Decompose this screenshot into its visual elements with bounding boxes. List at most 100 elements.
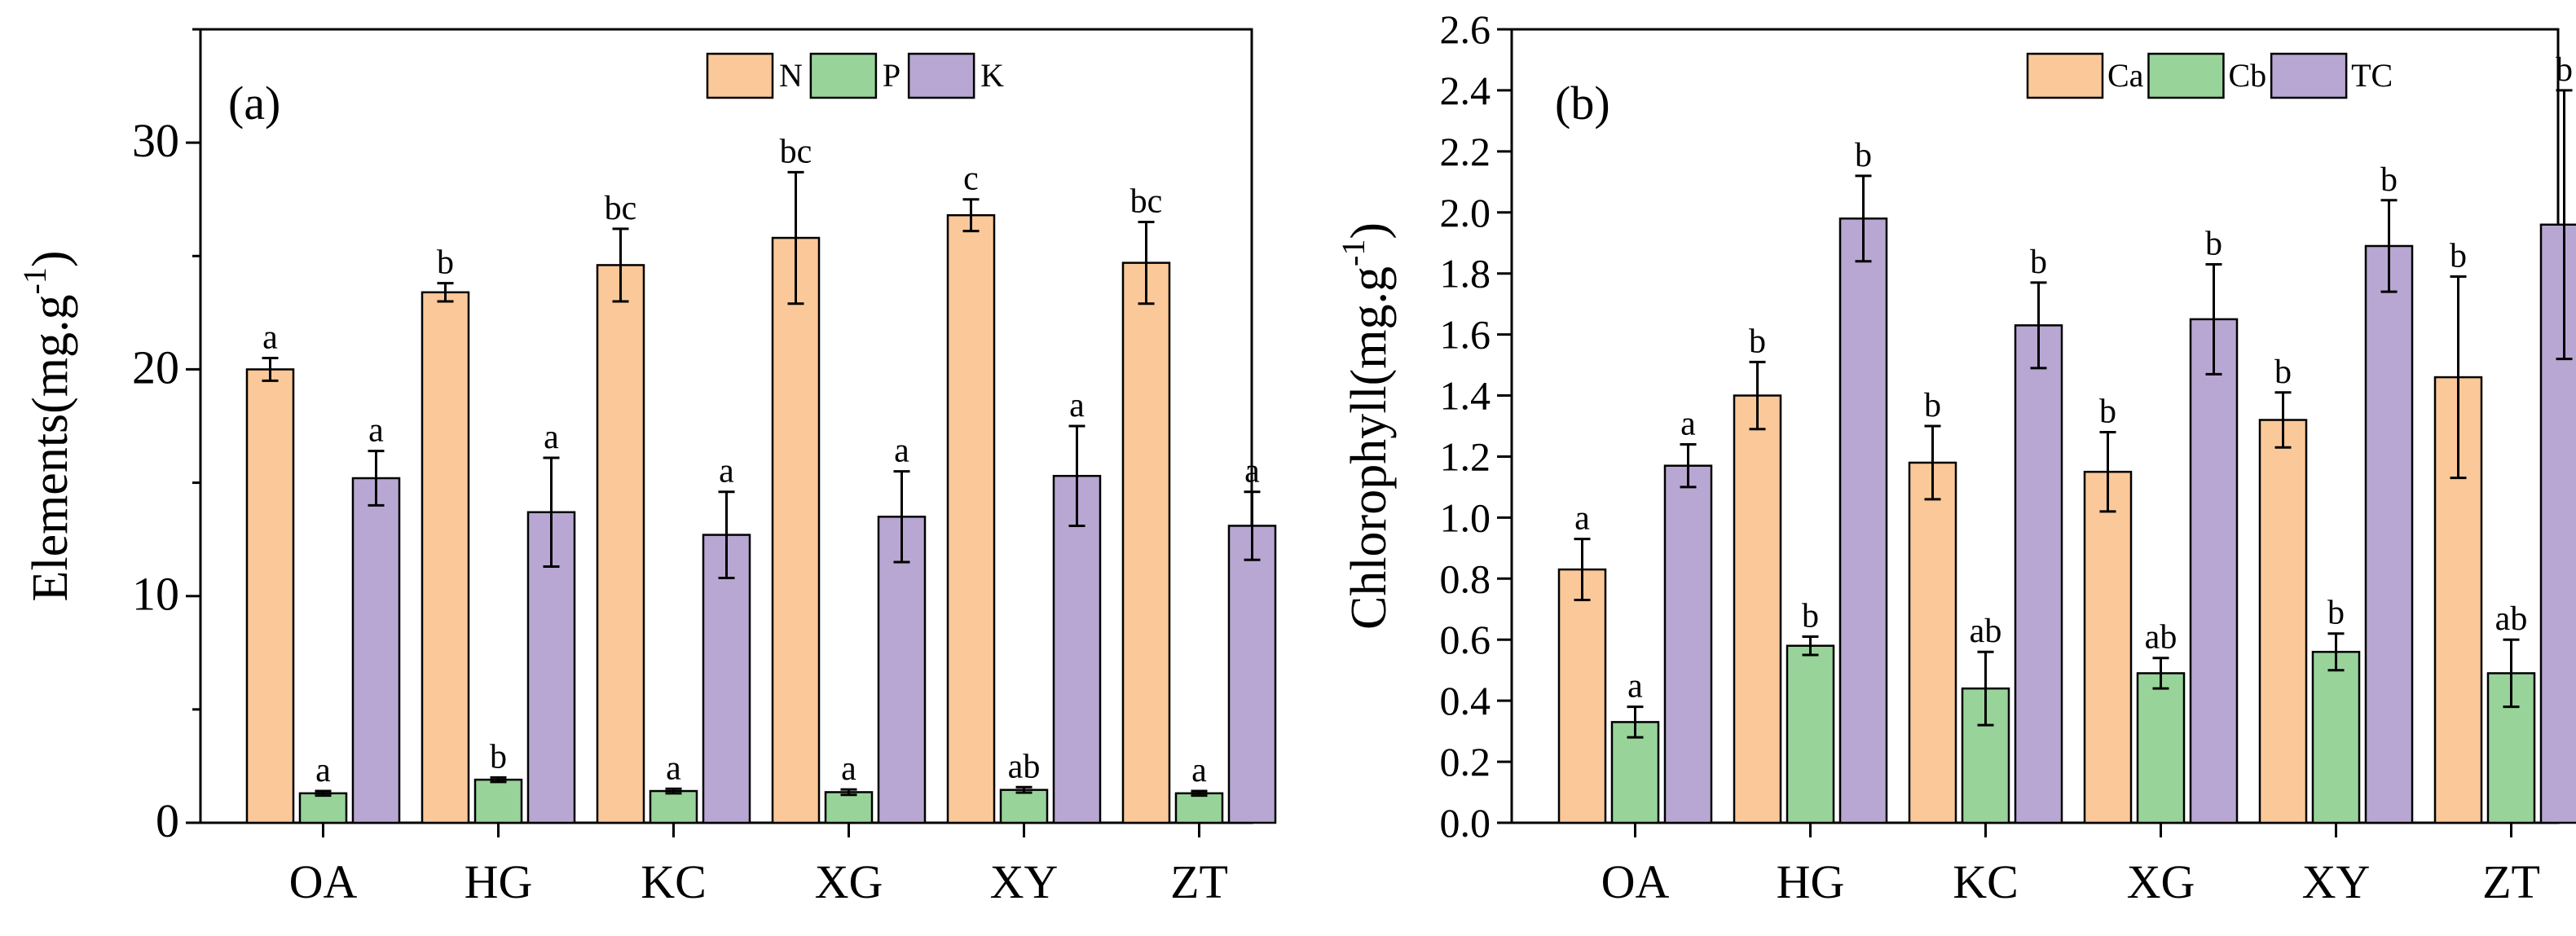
bar-TC-HG — [1838, 218, 1888, 824]
significance-label: c — [963, 160, 979, 198]
legend-label-Ca: Ca — [2107, 57, 2144, 94]
bar-Cb-KC — [1961, 687, 2010, 824]
bar-TC-XG — [2189, 318, 2239, 824]
y-axis-title-close: ) — [23, 250, 78, 267]
significance-label: b — [2450, 237, 2467, 275]
y-tick-label: 20 — [132, 341, 179, 393]
bar-P-XG — [824, 791, 874, 824]
y-tick-label: 0 — [156, 794, 179, 847]
significance-label: a — [1627, 668, 1643, 705]
y-axis-title-main: Chlorophyll(mg.g — [1341, 266, 1397, 630]
significance-label: b — [1749, 323, 1766, 360]
x-tick-label: XG — [2127, 855, 2195, 908]
y-axis-title-sup: -1 — [16, 267, 53, 294]
significance-label: b — [2099, 393, 2116, 430]
significance-label: ab — [1970, 613, 2002, 650]
significance-label: a — [719, 453, 734, 490]
bar-Ca-XG — [2083, 470, 2133, 824]
significance-label: a — [666, 749, 681, 787]
significance-label: b — [2380, 161, 2398, 199]
significance-label: a — [1680, 405, 1696, 442]
bar-Cb-OA — [1610, 721, 1660, 824]
legend-swatch-TC — [2270, 52, 2348, 99]
legend-swatch-N — [706, 52, 774, 99]
y-tick-label: 0.6 — [1440, 617, 1491, 662]
legend-label-Cb: Cb — [2228, 57, 2266, 94]
bar-P-KC — [649, 789, 698, 824]
bar-N-OA — [245, 368, 295, 824]
significance-label: a — [1069, 387, 1085, 424]
x-tick-label: KC — [1953, 855, 2019, 908]
y-tick-label: 1.8 — [1440, 251, 1491, 297]
panel-a: 0 10 20 30 Elements(mg.g-1) (a) OA a a a HG b b a KC bc… — [16, 28, 1277, 908]
significance-label: b — [2274, 354, 2292, 391]
x-tick-label: OA — [289, 855, 358, 908]
bar-Cb-XY — [2311, 650, 2361, 824]
y-tick-label: 2.2 — [1440, 129, 1491, 174]
bar-Ca-XY — [2258, 419, 2308, 824]
y-axis-title-close: ) — [1341, 222, 1397, 239]
y-tick-label: 1.0 — [1440, 494, 1491, 540]
x-tick-label: KC — [641, 855, 707, 908]
legend-label-TC: TC — [2351, 57, 2393, 94]
bar-K-ZT — [1227, 525, 1277, 824]
x-tick-label: ZT — [1170, 855, 1228, 908]
x-tick-label: OA — [1601, 855, 1670, 908]
significance-label: b — [490, 738, 507, 776]
bar-TC-ZT — [2539, 223, 2576, 824]
bar-K-XG — [877, 516, 927, 824]
bar-TC-KC — [2014, 324, 2063, 824]
bar-K-OA — [351, 477, 401, 824]
significance-label: b — [2556, 51, 2573, 89]
y-tick-label: 30 — [132, 114, 179, 167]
bar-N-KC — [596, 264, 645, 824]
bar-N-ZT — [1121, 261, 1171, 824]
bar-Cb-XG — [2136, 672, 2186, 824]
bar-Ca-HG — [1733, 394, 1782, 824]
bar-K-XY — [1052, 474, 1102, 824]
bar-N-HG — [421, 291, 470, 824]
y-tick-label: 2.0 — [1440, 190, 1491, 235]
significance-label: bc — [780, 133, 812, 170]
bar-Ca-OA — [1557, 568, 1607, 824]
y-tick-label: 0.8 — [1440, 556, 1491, 601]
y-axis-title-sup: -1 — [1335, 239, 1372, 266]
y-tick-label: 1.2 — [1440, 433, 1491, 479]
bar-P-ZT — [1174, 792, 1224, 824]
bar-TC-XY — [2364, 244, 2414, 824]
bar-Ca-KC — [1908, 461, 1957, 824]
significance-label: a — [1244, 453, 1260, 490]
bar-N-XY — [946, 213, 996, 824]
legend-label-N: N — [779, 57, 803, 94]
significance-label: a — [262, 319, 278, 357]
bar-P-OA — [298, 792, 348, 824]
significance-label: ab — [2495, 600, 2528, 638]
x-tick-label: HG — [465, 855, 533, 908]
y-tick-label: 0.2 — [1440, 739, 1491, 784]
bar-Cb-HG — [1786, 644, 1835, 824]
y-axis-title: Elements(mg.g-1) — [16, 250, 78, 601]
significance-label: a — [1574, 500, 1590, 538]
x-tick-label: HG — [1777, 855, 1845, 908]
significance-label: b — [1924, 387, 1941, 424]
significance-label: ab — [1008, 748, 1041, 785]
significance-label: b — [1802, 597, 1819, 635]
y-tick-label: 1.6 — [1440, 312, 1491, 358]
significance-label: b — [2205, 225, 2222, 262]
y-tick-label: 10 — [132, 568, 179, 621]
y-axis-title-main: Elements(mg.g — [23, 294, 78, 601]
panel-b: 0.0 0.2 0.4 0.6 0.8 1.0 1.2 1.4 1.6 1.8 2.0 2.2 2.4 2… — [1335, 7, 2576, 908]
significance-label: b — [2327, 595, 2345, 632]
bar-N-XG — [771, 236, 821, 824]
y-tick-label: 0.4 — [1440, 678, 1491, 723]
x-tick-label: XG — [815, 855, 883, 908]
significance-label: ab — [2145, 619, 2177, 657]
significance-label: bc — [605, 190, 637, 227]
y-axis-title: Chlorophyll(mg.g-1) — [1335, 222, 1397, 630]
significance-label: a — [368, 412, 384, 450]
x-tick-label: XY — [2302, 855, 2371, 908]
y-tick-label: 2.6 — [1440, 7, 1491, 52]
legend-swatch-P — [809, 52, 878, 99]
significance-label: a — [1191, 752, 1207, 789]
